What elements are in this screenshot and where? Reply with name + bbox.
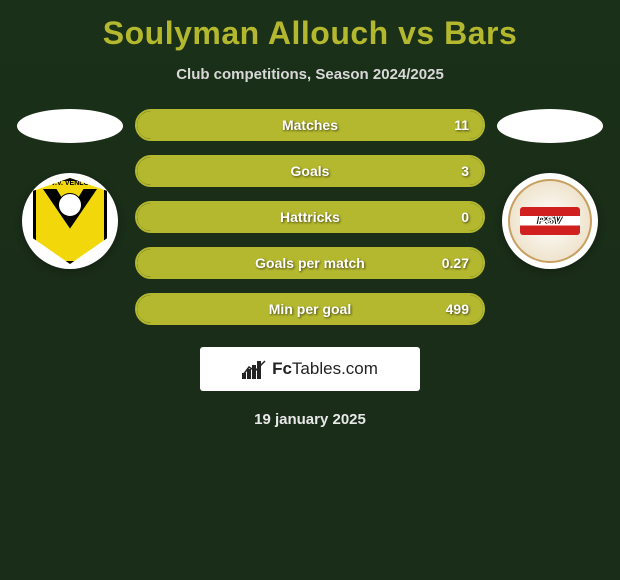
date-text: 19 january 2025 [0, 411, 620, 428]
psv-ring-icon: PSV [508, 179, 592, 263]
stat-bar-matches: Matches 11 [135, 109, 485, 141]
stat-value: 0 [461, 209, 469, 225]
subtitle: Club competitions, Season 2024/2025 [0, 66, 620, 83]
stat-label: Goals [291, 163, 330, 179]
stat-bar-min-per-goal: Min per goal 499 [135, 293, 485, 325]
stat-bar-hattricks: Hattricks 0 [135, 201, 485, 233]
chart-line-icon [242, 359, 266, 379]
right-column: PSV [495, 109, 605, 269]
brand-box[interactable]: FcTables.com [200, 347, 420, 391]
stat-bar-goals: Goals 3 [135, 155, 485, 187]
left-team-crest: V.V. VENLO [22, 173, 118, 269]
stats-bars: Matches 11 Goals 3 Hattricks 0 Goals per… [135, 109, 485, 325]
right-player-placeholder [497, 109, 603, 143]
card-container: Soulyman Allouch vs Bars Club competitio… [0, 0, 620, 438]
stat-label: Matches [282, 117, 338, 133]
right-team-crest: PSV [502, 173, 598, 269]
chart-icon [242, 359, 266, 379]
stat-label: Min per goal [269, 301, 351, 317]
venlo-shield-text: V.V. VENLO [36, 180, 104, 187]
stat-value: 3 [461, 163, 469, 179]
stat-value: 0.27 [442, 255, 469, 271]
stat-value: 499 [446, 301, 469, 317]
stat-label: Goals per match [255, 255, 365, 271]
left-column: V.V. VENLO [15, 109, 125, 269]
stat-label: Hattricks [280, 209, 340, 225]
psv-flag-icon: PSV [520, 207, 580, 235]
left-player-placeholder [17, 109, 123, 143]
stat-bar-goals-per-match: Goals per match 0.27 [135, 247, 485, 279]
brand-text: FcTables.com [272, 359, 378, 379]
stat-value: 11 [454, 117, 469, 133]
page-title: Soulyman Allouch vs Bars [0, 15, 620, 52]
venlo-shield-icon: V.V. VENLO [33, 178, 107, 264]
venlo-ball-icon [58, 193, 82, 217]
content-row: V.V. VENLO Matches 11 Goals 3 Hattricks … [0, 109, 620, 325]
